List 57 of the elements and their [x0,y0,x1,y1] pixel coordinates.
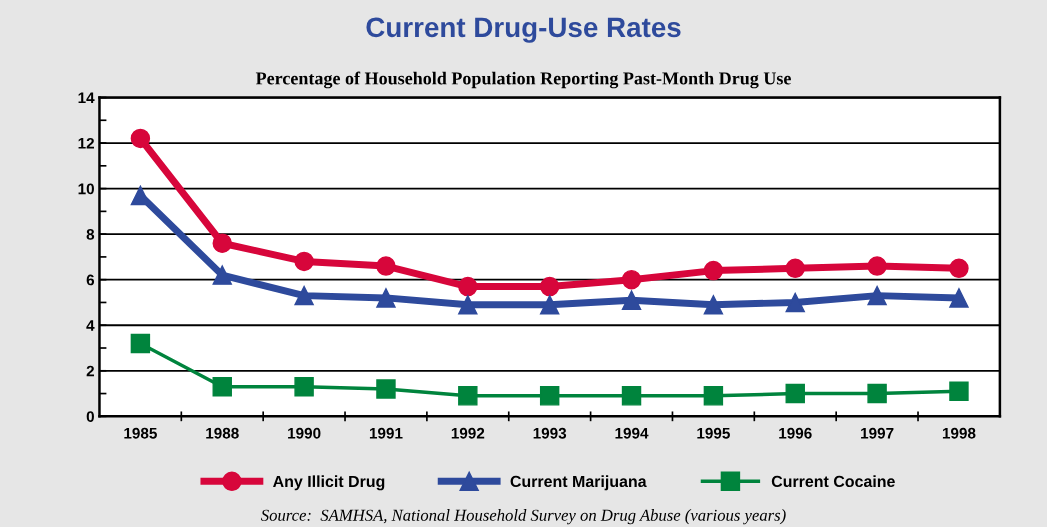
x-tick-label: 1998 [942,427,976,439]
point [130,333,151,354]
point [703,260,724,281]
point [949,258,969,279]
point [785,383,805,404]
y-tick-label: 6 [86,274,95,286]
point [621,269,642,290]
y-tick-label: 10 [78,183,94,195]
point [621,290,642,310]
point [376,379,396,399]
y-tick-label: 14 [78,92,95,104]
point [212,265,232,285]
point [703,295,724,315]
y-tick-label: 2 [86,365,94,377]
y-tick-label: 4 [86,320,95,331]
y-tick-label: 0 [86,411,94,423]
point [949,381,969,402]
legend-label: Current Cocaine [771,475,895,488]
x-tick-label: 1995 [697,427,730,439]
point [212,233,232,253]
point [212,377,232,397]
x-tick-label: 1997 [861,427,894,439]
chart-subtitle: Percentage of Household Population Reporting Past-Month Drug Use [255,71,791,89]
point [458,386,478,406]
x-tick-label: 1994 [615,427,649,439]
chart-title: Current Drug-Use Rates [366,17,681,43]
point [703,386,724,406]
point [867,256,887,276]
legend-label: Any Illicit Drug [273,475,385,491]
point [130,128,151,149]
x-tick-label: 1992 [451,427,485,439]
point [867,285,887,306]
y-tick-label: 12 [78,137,94,149]
x-tick-label: 1991 [369,427,403,439]
x-tick-label: 1990 [288,427,321,439]
point [949,288,969,308]
point [458,276,478,297]
point [785,292,805,313]
source-note: Source: SAMHSA, National Household Survey on Drug Abuse (various years) [261,509,786,525]
point [294,285,314,306]
y-tick-label: 8 [86,229,95,240]
point [376,288,396,308]
point [539,276,560,297]
point [294,251,314,272]
point [867,383,887,404]
point [785,258,805,279]
x-tick-label: 1985 [124,427,157,439]
point [294,377,314,397]
point [621,386,642,406]
point [539,295,560,315]
point [376,256,396,276]
x-tick-label: 1988 [206,427,239,439]
point [539,386,560,406]
legend-label: Current Marijuana [510,475,647,491]
x-tick-label: 1996 [779,427,812,439]
x-tick-label: 1993 [533,427,567,439]
point [458,295,478,315]
